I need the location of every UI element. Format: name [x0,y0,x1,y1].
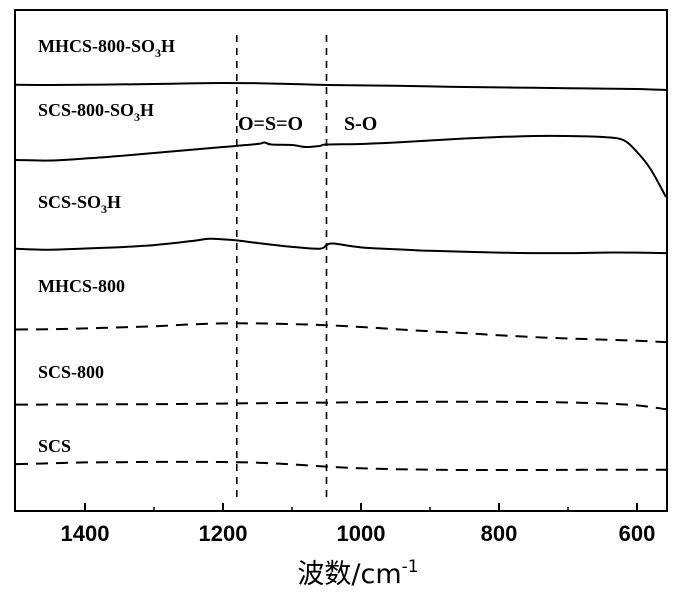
series-label-main: SCS-800-SO [38,100,134,120]
x-tick-label: 1200 [199,521,248,546]
series-label-main: MHCS-800 [38,276,125,296]
series-label-main: SCS-800 [38,362,104,382]
x-tick-label: 800 [481,521,518,546]
series-label-main: MHCS-800-SO [38,36,155,56]
series-layer [15,81,667,471]
x-tick-label: 1000 [337,521,386,546]
series-label-tail: H [140,100,154,120]
series-labels: MHCS-800-SO3HSCS-800-SO3HSCS-SO3HMHCS-80… [38,36,175,456]
series-label-tail: H [161,36,175,56]
annotation-label: S-O [344,113,377,135]
x-tick-label: 600 [619,521,656,546]
series-label-main: SCS [38,436,71,456]
reference-lines [236,35,328,497]
series-label-main: SCS-SO [38,192,101,212]
x-tick-label: 1400 [61,521,110,546]
series-label: SCS-800 [38,362,104,382]
x-axis-label-text: 波数/cm [297,559,401,590]
series-line-scs [15,460,666,471]
series-line-scs-800-so3h [15,134,667,198]
series-label: SCS [38,436,71,456]
series-label: MHCS-800 [38,276,125,296]
series-label: SCS-800-SO3H [38,100,154,124]
x-axis-label: 波数/cm-1 [297,557,418,590]
annotation-label: O=S=O [238,113,303,135]
series-label-tail: H [107,192,121,212]
series-label-sub: 3 [101,202,107,216]
plot-frame [14,9,668,512]
x-axis-ticks: 1400 1200 1000 800 600 [61,503,656,546]
series-line-scs-so3h [15,237,667,255]
series-label: MHCS-800-SO3H [38,36,175,60]
series-line-mhcs-800-so3h [15,81,667,91]
annotations: O=S=O S-O [238,113,377,135]
series-label: SCS-SO3H [38,192,121,216]
x-axis-label-sup: -1 [402,557,419,577]
series-line-scs-800 [15,400,667,411]
series-label-sub: 3 [134,110,140,124]
series-line-mhcs-800 [15,322,667,344]
series-label-sub: 3 [155,46,161,60]
